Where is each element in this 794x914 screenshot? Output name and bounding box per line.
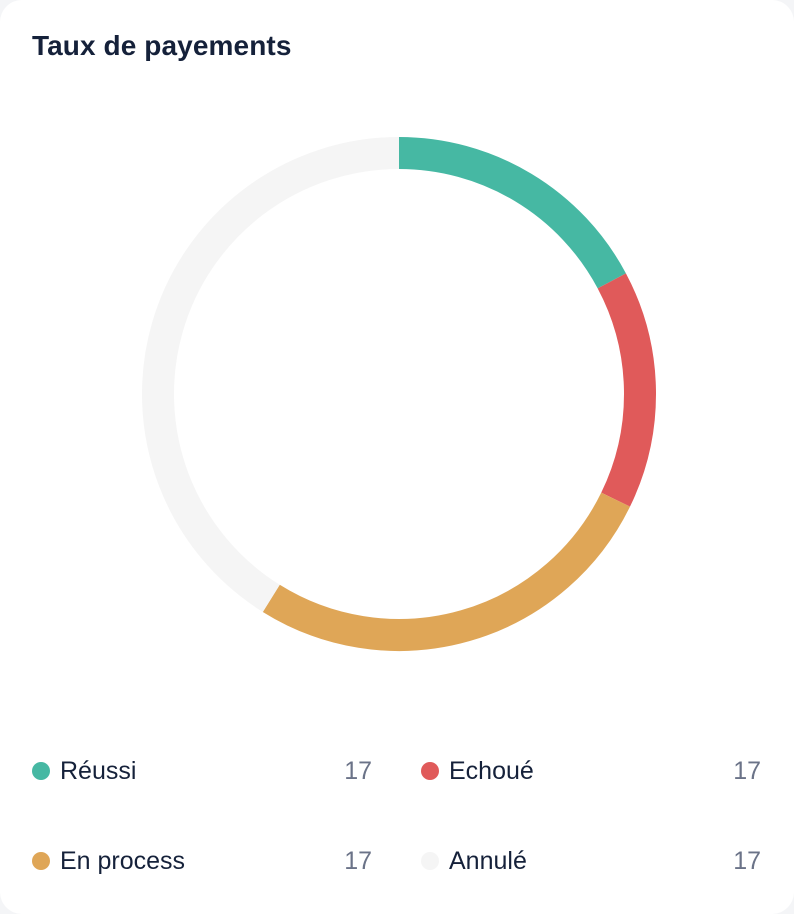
donut-segment-annul-[interactable] — [142, 137, 400, 612]
donut-segment-echou-[interactable] — [597, 273, 656, 507]
legend-dot-annule — [421, 852, 439, 870]
legend-label: Annulé — [449, 846, 527, 875]
legend-item-echoue[interactable]: Echoué 17 — [421, 753, 761, 789]
legend-dot-reussi — [32, 762, 50, 780]
donut-segment-en-process[interactable] — [262, 492, 630, 651]
legend-label: En process — [60, 846, 186, 875]
donut-segment-r-ussi[interactable] — [398, 137, 626, 289]
legend-value: 17 — [733, 757, 761, 785]
legend-label: Echoué — [449, 756, 534, 785]
legend-value: 17 — [733, 847, 761, 875]
legend-value: 17 — [344, 847, 372, 875]
donut-chart-container — [142, 137, 656, 651]
donut-chart — [142, 137, 656, 651]
legend-item-reussi[interactable]: Réussi 17 — [32, 753, 372, 789]
legend-item-en-process[interactable]: En process 17 — [32, 843, 372, 879]
legend-item-annule[interactable]: Annulé 17 — [421, 843, 761, 879]
legend-dot-echoue — [421, 762, 439, 780]
card-title: Taux de payements — [32, 30, 292, 61]
legend-dot-en-process — [32, 852, 50, 870]
legend-label: Réussi — [60, 756, 137, 785]
legend-value: 17 — [344, 757, 372, 785]
chart-legend: Réussi 17 Echoué 17 En process 17 Annulé… — [0, 740, 794, 900]
